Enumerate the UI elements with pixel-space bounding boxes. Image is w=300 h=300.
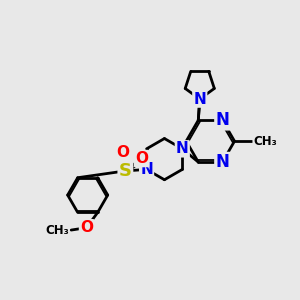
Text: CH₃: CH₃: [253, 135, 277, 148]
Text: CH₃: CH₃: [45, 224, 69, 237]
Text: N: N: [176, 141, 189, 156]
Text: O: O: [135, 151, 148, 166]
Text: N: N: [215, 111, 230, 129]
Text: N: N: [215, 153, 230, 171]
Text: O: O: [116, 145, 130, 160]
Text: S: S: [119, 162, 132, 180]
Text: N: N: [140, 162, 153, 177]
Text: N: N: [194, 92, 206, 106]
Text: O: O: [80, 220, 93, 235]
